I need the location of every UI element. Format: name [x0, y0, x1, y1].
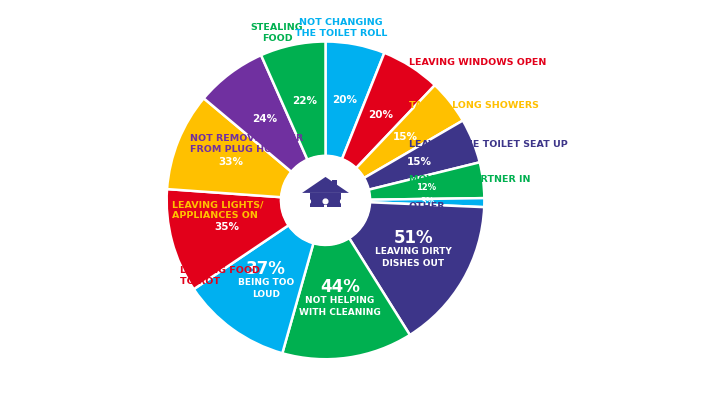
Circle shape: [306, 199, 310, 204]
Wedge shape: [369, 162, 484, 200]
Wedge shape: [204, 55, 307, 172]
Text: 44%: 44%: [320, 279, 360, 296]
Wedge shape: [349, 202, 484, 335]
Text: 15%: 15%: [407, 157, 432, 167]
Text: OTHER: OTHER: [409, 202, 446, 211]
Text: 20%: 20%: [368, 110, 393, 120]
Text: LEAVING FOOD
TO ROT: LEAVING FOOD TO ROT: [180, 266, 260, 286]
Text: MOVING A PARTNER IN: MOVING A PARTNER IN: [409, 174, 530, 184]
Text: 37%: 37%: [246, 260, 286, 278]
Text: 51%: 51%: [394, 229, 434, 247]
Text: 22%: 22%: [292, 96, 317, 106]
Wedge shape: [370, 198, 484, 207]
Text: BEING TOO
LOUD: BEING TOO LOUD: [237, 278, 294, 299]
Text: NOT CHANGING
THE TOILET ROLL: NOT CHANGING THE TOILET ROLL: [294, 18, 387, 38]
Wedge shape: [364, 121, 480, 190]
Bar: [332, 180, 337, 190]
Polygon shape: [302, 177, 349, 193]
Text: TAKING LONG SHOWERS: TAKING LONG SHOWERS: [409, 101, 539, 110]
Text: 3%: 3%: [420, 197, 434, 206]
Bar: [309, 193, 342, 207]
Text: NOT REMOVING HAIR
FROM PLUG HOLES: NOT REMOVING HAIR FROM PLUG HOLES: [190, 134, 303, 154]
Text: NOT HELPING
WITH CLEANING: NOT HELPING WITH CLEANING: [299, 296, 381, 317]
Text: LEAVING THE TOILET SEAT UP: LEAVING THE TOILET SEAT UP: [409, 140, 568, 149]
Circle shape: [281, 156, 370, 245]
Text: 35%: 35%: [215, 222, 240, 231]
Bar: [341, 205, 345, 211]
Text: 12%: 12%: [416, 183, 436, 192]
Text: LEAVING DIRTY
DISHES OUT: LEAVING DIRTY DISHES OUT: [375, 247, 452, 268]
Wedge shape: [261, 42, 326, 160]
Text: 33%: 33%: [219, 157, 244, 167]
Text: LEAVING WINDOWS OPEN: LEAVING WINDOWS OPEN: [409, 58, 546, 67]
Wedge shape: [342, 53, 435, 168]
Bar: [306, 205, 310, 211]
Wedge shape: [282, 238, 410, 359]
Text: LEAVING LIGHTS/
APPLIANCES ON: LEAVING LIGHTS/ APPLIANCES ON: [173, 200, 264, 220]
Text: STEALING
FOOD: STEALING FOOD: [251, 23, 304, 44]
Wedge shape: [167, 98, 292, 197]
Circle shape: [323, 199, 328, 204]
Wedge shape: [356, 85, 463, 178]
Wedge shape: [326, 42, 384, 159]
Wedge shape: [194, 225, 314, 353]
Wedge shape: [167, 189, 289, 289]
Circle shape: [341, 199, 345, 204]
Text: 24%: 24%: [252, 114, 277, 124]
Text: 20%: 20%: [332, 95, 357, 105]
Text: 15%: 15%: [393, 132, 418, 142]
Bar: [324, 205, 327, 211]
